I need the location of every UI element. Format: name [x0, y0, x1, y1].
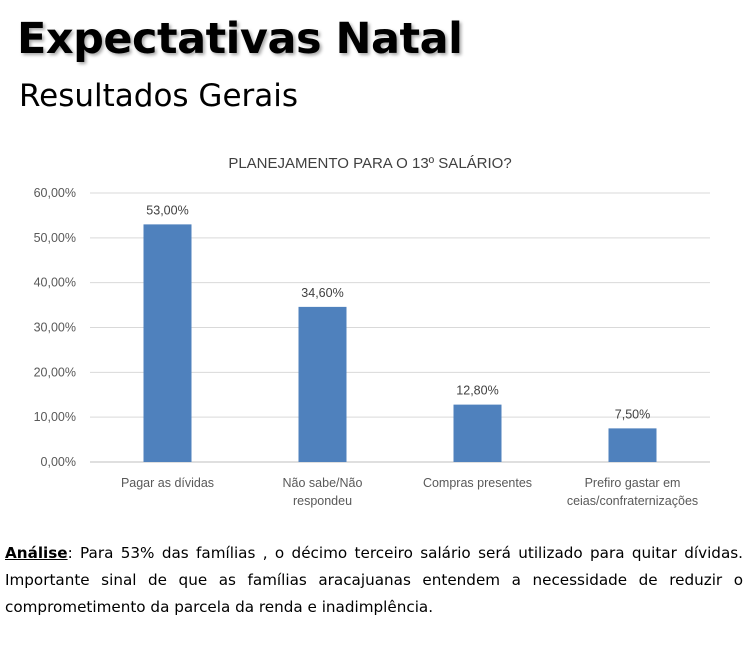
y-tick-label: 10,00%: [34, 410, 76, 424]
y-tick-label: 0,00%: [41, 455, 76, 469]
bar: [453, 404, 502, 462]
page-title: Expectativas Natal: [17, 14, 463, 64]
data-label: 53,00%: [146, 203, 188, 217]
bar-chart: PLANEJAMENTO PARA O 13º SALÁRIO? 0,00% 10…: [34, 155, 710, 508]
data-label: 12,80%: [456, 384, 498, 398]
bar: [143, 224, 192, 462]
y-axis-tick-labels: 0,00% 10,00% 20,00% 30,00% 40,00% 50,00% 60,00…: [34, 186, 76, 469]
category-label: Pagar as dívidas: [121, 476, 214, 490]
data-label: 7,50%: [615, 407, 650, 421]
category-label: Prefiro gastar em: [585, 476, 681, 490]
gridlines: [90, 192, 710, 463]
y-tick-label: 60,00%: [34, 186, 76, 200]
page-subtitle: Resultados Gerais: [19, 78, 299, 114]
category-label: Não sabe/Não: [283, 476, 363, 490]
y-tick-label: 40,00%: [34, 276, 76, 290]
bars: [143, 224, 657, 462]
bar: [608, 428, 657, 462]
analysis-label: Análise: [5, 544, 68, 562]
chart-title: PLANEJAMENTO PARA O 13º SALÁRIO?: [228, 155, 511, 172]
y-tick-label: 30,00%: [34, 321, 76, 335]
category-label: ceias/confraternizações: [567, 494, 698, 508]
data-label: 34,60%: [301, 286, 343, 300]
category-label: respondeu: [293, 494, 352, 508]
category-label: Compras presentes: [423, 476, 532, 490]
data-labels: 53,00% 34,60% 12,80% 7,50%: [146, 203, 650, 421]
y-tick-label: 50,00%: [34, 231, 76, 245]
analysis-paragraph: Análise: Para 53% das famílias , o décim…: [5, 540, 743, 621]
analysis-text: : Para 53% das famílias , o décimo terce…: [5, 544, 743, 616]
x-axis-tick-labels: Pagar as dívidas Não sabe/Não respondeu Com…: [121, 476, 698, 508]
bar: [298, 306, 347, 462]
y-tick-label: 20,00%: [34, 365, 76, 379]
